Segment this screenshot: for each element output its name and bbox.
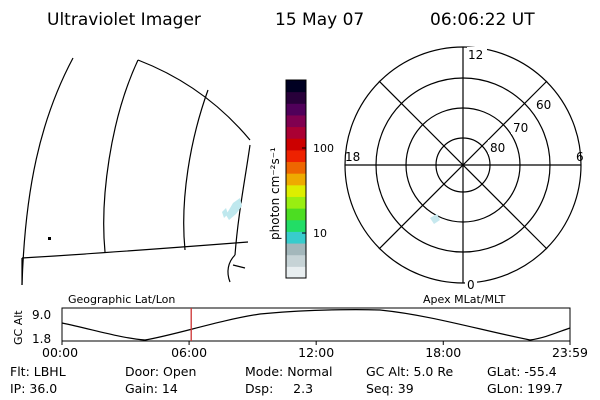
timeline-x-tick-label: 12:00 [298, 345, 334, 360]
status-row-1: Flt: LBHL Door: Open Mode: Normal GC Alt… [10, 364, 557, 379]
timeline-x-tick-label: 06:00 [171, 345, 207, 360]
timeline-y-axis-label: GC Alt [12, 310, 25, 345]
status-filter: Flt: LBHL [10, 364, 66, 379]
timeline-frame [61, 307, 571, 342]
polar-label-bg-60 [534, 97, 554, 111]
polar-label-80: 80 [490, 141, 505, 155]
status-glon: GLon: 199.7 [487, 381, 563, 396]
longitude-line-2 [103, 59, 139, 253]
timeline-x-axis: 00:00 06:00 12:00 18:00 23:59 [42, 341, 588, 360]
status-row-2: IP: 36.0 Gain: 14 Dsp: 2.3 Seq: 39 GLon:… [10, 381, 563, 396]
instrument-title: Ultraviolet Imager [47, 10, 201, 30]
status-door: Door: Open [125, 364, 196, 379]
polar-label-bg-0 [465, 277, 477, 291]
colorbar-cell [286, 243, 306, 256]
colorbar-tick-label-10: 10 [313, 227, 327, 240]
timeline-x-tick-label: 18:00 [425, 345, 461, 360]
latitude-line-lower [21, 241, 249, 259]
colorbar-cell [286, 231, 306, 244]
timeline-y-tick-9: 9.0 [32, 308, 51, 322]
polar-label-12: 12 [468, 48, 483, 62]
polar-label-70: 70 [513, 121, 528, 135]
polar-label-18: 18 [345, 150, 360, 164]
colorbar-cell [286, 80, 306, 93]
colorbar-cell [286, 219, 306, 232]
map-point-marker [48, 237, 51, 240]
polar-label-6: 6 [576, 150, 584, 164]
colorbar-cell [286, 196, 306, 209]
colorbar-frame [285, 79, 307, 279]
colorbar-cell [286, 208, 306, 221]
latitude-arc-outer [137, 59, 251, 141]
polar-emission-patch [430, 214, 440, 224]
colorbar-cell [286, 254, 306, 267]
colorbar-cell [286, 138, 306, 151]
polar-label-bg-80 [488, 140, 508, 154]
timeline-altitude-curve [61, 309, 571, 341]
colorbar-cell [286, 266, 306, 279]
polar-label-60: 60 [536, 98, 551, 112]
colorbar-cell [286, 161, 306, 174]
colorbar-cell [286, 126, 306, 139]
longitude-line-3 [183, 89, 209, 251]
observation-time: 06:06:22 UT [430, 10, 535, 30]
status-seq: Seq: 39 [366, 381, 414, 396]
colorbar-cell [286, 91, 306, 104]
polar-label-bg-70 [511, 120, 531, 134]
timeline-right-label: Apex MLat/MLT [423, 293, 506, 306]
colorbar-cell [286, 184, 306, 197]
coastline-fragment [227, 254, 246, 283]
observation-date: 15 May 07 [275, 10, 364, 30]
timeline-y-tick-1-8: 1.8 [32, 332, 51, 346]
polar-label-bg-12 [467, 47, 487, 61]
status-mode: Mode: Normal [245, 364, 332, 379]
colorbar-cell [286, 173, 306, 186]
polar-diagonal-2 [378, 80, 548, 250]
timeline-x-tick-label: 00:00 [42, 345, 78, 360]
colorbar: 100 10 photon cm⁻²s⁻¹ [268, 79, 334, 279]
polar-plot [344, 46, 582, 284]
status-dsp: Dsp: 2.3 [245, 381, 313, 396]
timeline-x-tick-label: 23:59 [552, 345, 588, 360]
colorbar-cells [286, 80, 306, 279]
status-glat: GLat: -55.4 [487, 364, 557, 379]
geographic-map-panel [21, 57, 251, 286]
status-gain: Gain: 14 [125, 381, 178, 396]
colorbar-cell [286, 114, 306, 128]
status-ip: IP: 36.0 [10, 381, 57, 396]
colorbar-cell [286, 149, 306, 163]
colorbar-unit-label: photon cm⁻²s⁻¹ [268, 147, 282, 240]
status-gc-alt: GC Alt: 5.0 Re [366, 364, 453, 379]
auroral-emission-patch [222, 198, 242, 220]
timeline-left-label: Geographic Lat/Lon [68, 293, 175, 306]
colorbar-cell [286, 103, 306, 116]
longitude-line-1 [21, 57, 74, 286]
polar-label-0: 0 [467, 278, 475, 292]
colorbar-tick-label-100: 100 [313, 142, 334, 155]
